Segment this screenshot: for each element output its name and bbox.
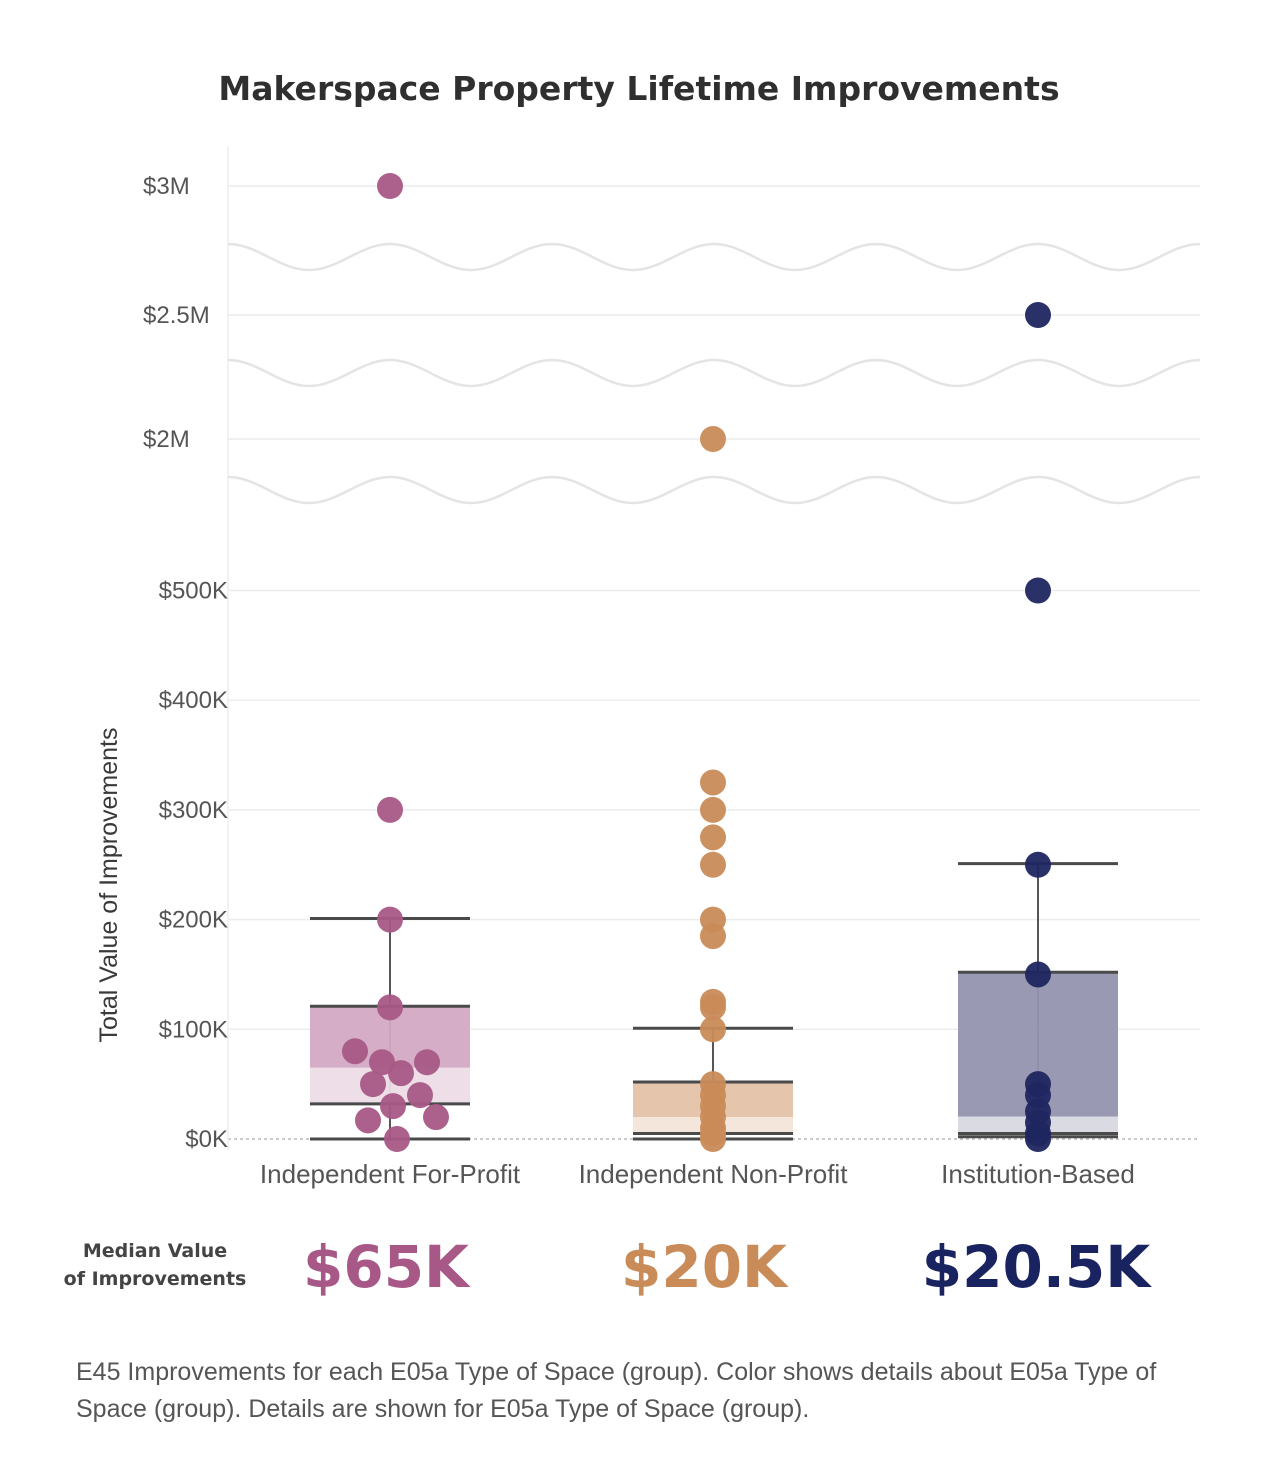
median-caption-line2: of Improvements (64, 1268, 247, 1290)
chart: Makerspace Property Lifetime Improvement… (64, 69, 1201, 1301)
x-category-label: Independent Non-Profit (579, 1159, 849, 1189)
data-point (700, 769, 726, 796)
y-tick-label: $3M (143, 173, 190, 200)
data-point (700, 994, 726, 1021)
data-point (700, 1126, 726, 1152)
median-value: $65K (303, 1233, 471, 1301)
x-category-label: Institution-Based (941, 1159, 1135, 1189)
data-point (1025, 851, 1051, 878)
data-point (1025, 961, 1051, 988)
y-tick-label: $300K (159, 797, 228, 824)
x-category-label: Independent For-Profit (260, 1159, 521, 1189)
data-point (342, 1038, 368, 1065)
x-axis-categories: Independent For-Profit Independent Non-Pr… (260, 1159, 1135, 1189)
y-axis-ticks: $0K $100K $200K $300K $400K $500K $2M $2.5M $3M (143, 173, 228, 1153)
data-point (700, 1016, 726, 1043)
median-value: $20K (621, 1233, 789, 1301)
median-summary: Median Value of Improvements $65K $20K $20… (64, 1233, 1153, 1301)
data-point (1025, 1126, 1051, 1152)
median-caption-line1: Median Value (83, 1240, 227, 1262)
y-tick-label: $100K (159, 1016, 228, 1043)
data-point (355, 1107, 381, 1134)
y-tick-label: $500K (159, 578, 228, 605)
data-point (700, 426, 726, 452)
median-value: $20.5K (922, 1233, 1152, 1301)
data-point (388, 1060, 414, 1087)
axis-break-wave (227, 475, 1201, 505)
axis-breaks (227, 242, 1201, 505)
y-tick-label: $0K (185, 1126, 228, 1153)
data-point (369, 1049, 395, 1076)
data-point (380, 1093, 406, 1120)
y-axis-label: Total Value of Improvements (95, 728, 123, 1043)
data-point (423, 1104, 449, 1131)
data-points (342, 173, 1051, 1152)
data-point (377, 173, 403, 199)
data-point (414, 1049, 440, 1076)
chart-title: Makerspace Property Lifetime Improvement… (218, 69, 1059, 108)
data-point (377, 796, 403, 823)
data-point (377, 906, 403, 933)
y-tick-label: $200K (159, 907, 228, 934)
data-point (377, 994, 403, 1021)
data-point (1025, 577, 1051, 604)
axis-break-wave (227, 358, 1201, 388)
footnote: E45 Improvements for each E05a Type of S… (76, 1358, 1157, 1423)
data-point (700, 923, 726, 950)
data-point (700, 824, 726, 851)
axis-break-wave (227, 242, 1201, 272)
data-point (407, 1082, 433, 1109)
data-point (1025, 302, 1051, 328)
data-point (360, 1071, 386, 1098)
y-tick-label: $2M (143, 426, 190, 453)
y-tick-label: $2.5M (143, 302, 210, 329)
y-tick-label: $400K (159, 687, 228, 714)
data-point (700, 796, 726, 823)
data-point (384, 1126, 410, 1152)
data-point (700, 851, 726, 878)
